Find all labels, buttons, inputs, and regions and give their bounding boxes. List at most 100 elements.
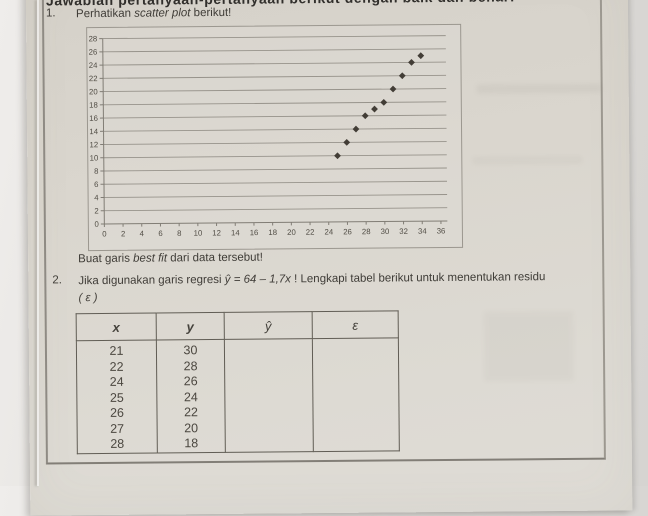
q1-text-italic: scatter plot [134,7,190,19]
x-tick-label: 6 [158,229,162,238]
x-tick-label: 32 [399,227,408,236]
y-tick-label: 10 [90,154,99,163]
q1-text-suffix: berikut! [190,7,231,19]
table-value: 28 [78,437,157,453]
y-tick-label: 6 [94,180,98,189]
x-tick-label: 18 [268,228,277,237]
data-point-diamond [353,126,360,133]
x-tick-label: 14 [231,228,240,237]
y-tick-label: 20 [89,87,98,96]
table-value: 24 [157,389,224,405]
data-point-diamond [417,52,424,59]
paper-edge [37,0,39,486]
y-gridline [104,142,447,145]
x-tick-label: 4 [140,229,145,238]
y-gridline [104,155,447,158]
q1-caption: Buat garis best fit dari data tersebut! [78,252,263,266]
data-point-diamond [362,112,369,119]
x-tick-label: 26 [343,227,352,236]
data-point-diamond [334,152,341,159]
table-cell-yhat-empty [224,339,313,453]
x-tick-label: 28 [362,227,371,236]
x-tick-label: 20 [287,228,296,237]
y-gridline [103,102,446,105]
x-tick-label: 12 [212,228,221,237]
residual-table: x y ŷ ε 21 22 24 25 26 27 28 [76,310,400,454]
x-tick-label: 16 [250,228,259,237]
x-values: 21 22 24 25 26 27 28 [77,341,157,453]
table-value: 21 [77,344,156,360]
y-tick-label: 24 [89,61,98,70]
y-tick-label: 8 [94,167,98,176]
x-tick-label: 36 [437,226,446,235]
y-gridline [104,128,447,131]
table-body-row: 21 22 24 25 26 27 28 30 28 26 24 [76,338,399,454]
y-gridline [104,194,447,197]
x-tick-label: 30 [381,227,390,236]
y-tick-label: 2 [94,206,98,215]
y-tick-label: 16 [89,114,98,123]
table-header-x: x [76,313,156,341]
y-tick-label: 22 [89,74,98,83]
y-tick-label: 4 [94,193,99,202]
epsilon-note: ( ε ) [78,292,97,304]
table-cell-x: 21 22 24 25 26 27 28 [76,340,157,454]
table-value: 28 [157,358,224,374]
q2-text-suffix: ! Lengkapi tabel berikut untuk menentuka… [291,271,546,285]
data-point-diamond [408,59,415,66]
q2-text-prefix: Jika digunakan garis regresi [78,274,224,287]
y-gridline [103,49,446,52]
table-header-epsilon: ε [312,311,398,339]
y-gridline [104,181,447,184]
y-tick-label: 26 [89,48,98,57]
x-tick-label: 8 [177,229,181,238]
worksheet-paper: Jawablah pertanyaan-pertanyaan berikut d… [26,0,633,516]
y-tick-label: 28 [89,34,98,43]
table-value: 20 [158,420,225,436]
y-gridline [104,168,447,171]
y-tick-label: 18 [89,101,98,110]
table-value: 25 [77,390,156,406]
x-tick-label: 22 [306,228,315,237]
table-header-yhat: ŷ [224,312,312,340]
table-value: 22 [157,405,224,421]
x-tick-label: 24 [324,227,333,236]
data-point-diamond [390,86,397,93]
data-point-diamond [399,72,406,79]
y-tick-label: 0 [94,220,99,229]
caption-suffix: dari data tersebut! [167,252,263,265]
table-value: 24 [77,375,156,391]
table-value: 22 [77,359,156,375]
y-tick-label: 12 [89,140,98,149]
x-tick-label: 0 [102,229,107,238]
table-value: 30 [157,343,224,359]
x-tick-label: 34 [418,227,427,236]
table-header-y: y [156,312,224,340]
y-values: 30 28 26 24 22 20 18 [157,340,225,452]
table-header-row: x y ŷ ε [76,311,398,341]
y-gridline [103,36,446,39]
table-value: 26 [77,406,156,422]
table-cell-epsilon-empty [312,338,399,452]
y-gridline [103,62,446,65]
table-value: 26 [157,374,224,390]
y-gridline [103,75,446,78]
caption-prefix: Buat garis [78,253,133,265]
x-axis [104,221,447,224]
data-point-diamond [371,106,378,113]
x-tick-label: 10 [194,229,203,238]
table-value: 18 [158,436,225,452]
y-gridline [104,208,447,211]
y-gridline [103,115,446,118]
ink-bleed-smudge [472,156,582,165]
caption-italic: best fit [133,252,167,264]
data-point-diamond [380,99,387,106]
y-tick-label: 14 [89,127,98,136]
x-tick-label: 2 [121,229,125,238]
regression-equation: ŷ = 64 – 1,7x [225,273,291,286]
photographed-worksheet: { "document": { "header_title": "Jawabla… [0,0,648,486]
ink-bleed-smudge [484,311,575,382]
table-cell-y: 30 28 26 24 22 20 18 [156,339,225,453]
